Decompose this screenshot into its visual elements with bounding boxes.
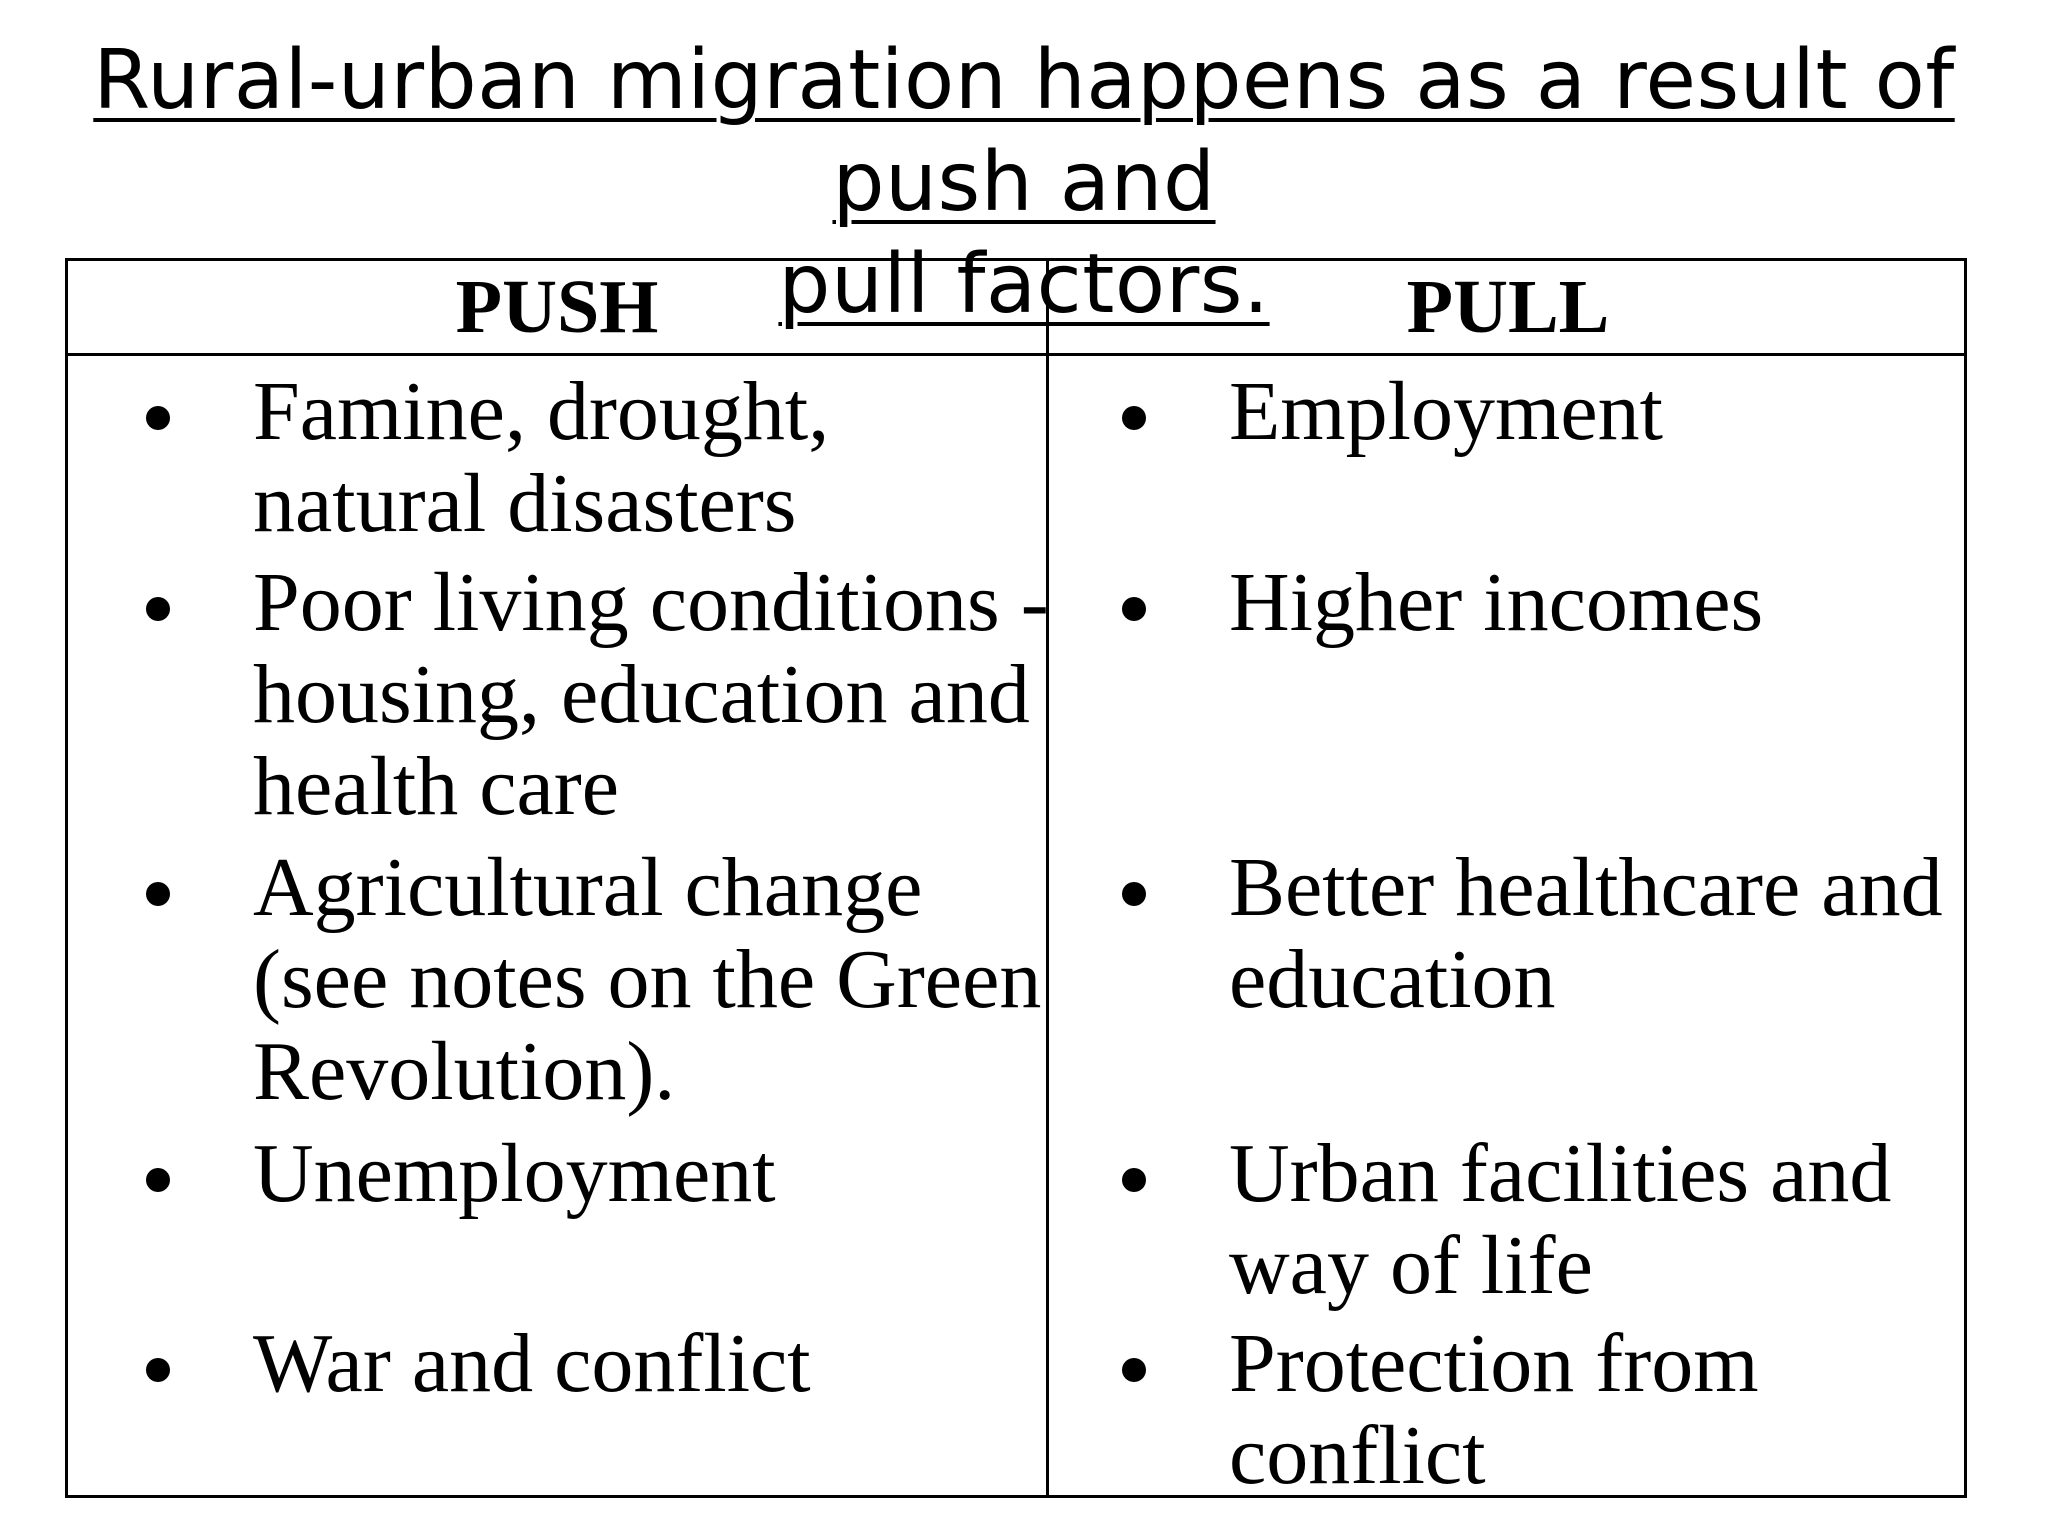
push-item-4: Unemployment	[253, 1128, 776, 1220]
push-item-3-line-1: Agricultural change	[253, 841, 923, 934]
pull-item-3-line-2: education	[1229, 933, 1556, 1026]
push-header: PUSH	[455, 264, 659, 349]
title-line-1: Rural-urban migration happens as a resul…	[93, 33, 1955, 230]
pull-item-4-line-1: Urban facilities and	[1229, 1127, 1892, 1220]
push-item-2-line-1: Poor living conditions -	[253, 556, 1049, 649]
bullet-icon	[146, 597, 170, 621]
push-item-4-line-1: Unemployment	[253, 1127, 776, 1220]
push-item-3: Agricultural change (see notes on the Gr…	[253, 842, 1041, 1118]
bullet-icon	[146, 882, 170, 906]
push-item-2-line-3: health care	[253, 740, 620, 833]
column-divider	[1046, 261, 1049, 1495]
bullet-icon	[1122, 1168, 1146, 1192]
push-item-3-line-2: (see notes on the Green	[253, 933, 1042, 1026]
bullet-icon	[1122, 406, 1146, 430]
push-item-5-line-1: War and conflict	[253, 1317, 811, 1410]
pull-item-5: Protection from conflict	[1229, 1318, 1759, 1502]
push-item-1-line-1: Famine, drought,	[253, 365, 830, 458]
pull-item-1-line-1: Employment	[1229, 365, 1663, 458]
bullet-icon	[1122, 882, 1146, 906]
bullet-icon	[146, 1358, 170, 1382]
bullet-icon	[1122, 597, 1146, 621]
bullet-icon	[146, 1168, 170, 1192]
push-item-1-line-2: natural disasters	[253, 457, 797, 550]
title-line-2: pull factors.	[778, 237, 1270, 332]
push-item-1: Famine, drought, natural disasters	[253, 366, 829, 550]
pull-item-1: Employment	[1229, 366, 1663, 458]
push-item-5: War and conflict	[253, 1318, 811, 1410]
push-pull-table: PUSH PULL Famine, drought, natural disas…	[65, 258, 1967, 1502]
pull-item-5-line-2: conflict	[1229, 1409, 1486, 1502]
pull-item-2: Higher incomes	[1229, 557, 1763, 649]
pull-item-3-line-1: Better healthcare and	[1229, 841, 1943, 934]
pull-item-2-line-1: Higher incomes	[1229, 556, 1764, 649]
bullet-icon	[146, 406, 170, 430]
pull-item-5-line-1: Protection from	[1229, 1317, 1759, 1410]
pull-item-4-line-2: way of life	[1229, 1219, 1593, 1312]
pull-header: PULL	[1406, 264, 1610, 349]
pull-item-3: Better healthcare and education	[1229, 842, 1943, 1026]
bullet-icon	[1122, 1358, 1146, 1382]
push-item-2: Poor living conditions - housing, educat…	[253, 557, 1049, 833]
page-title: Rural-urban migration happens as a resul…	[0, 30, 2048, 336]
push-item-3-line-3: Revolution).	[253, 1025, 676, 1118]
pull-item-4: Urban facilities and way of life	[1229, 1128, 1891, 1312]
header-divider	[68, 353, 1964, 356]
push-item-2-line-2: housing, education and	[253, 648, 1030, 741]
